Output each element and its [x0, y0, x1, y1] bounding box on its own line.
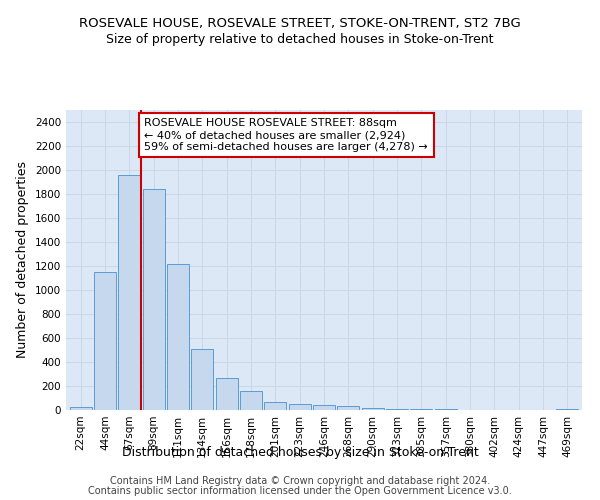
- Bar: [289, 404, 311, 410]
- Bar: [410, 409, 433, 410]
- Y-axis label: Number of detached properties: Number of detached properties: [16, 162, 29, 358]
- Text: Contains HM Land Registry data © Crown copyright and database right 2024.: Contains HM Land Registry data © Crown c…: [110, 476, 490, 486]
- Text: ROSEVALE HOUSE, ROSEVALE STREET, STOKE-ON-TRENT, ST2 7BG: ROSEVALE HOUSE, ROSEVALE STREET, STOKE-O…: [79, 18, 521, 30]
- Bar: [143, 189, 164, 410]
- Bar: [94, 272, 116, 410]
- Text: Size of property relative to detached houses in Stoke-on-Trent: Size of property relative to detached ho…: [106, 32, 494, 46]
- Bar: [118, 175, 140, 410]
- Bar: [313, 405, 335, 410]
- Bar: [240, 392, 262, 410]
- Bar: [167, 264, 189, 410]
- Bar: [265, 402, 286, 410]
- Bar: [362, 408, 383, 410]
- Bar: [215, 378, 238, 410]
- Text: Contains public sector information licensed under the Open Government Licence v3: Contains public sector information licen…: [88, 486, 512, 496]
- Bar: [70, 407, 92, 410]
- Bar: [386, 408, 408, 410]
- Bar: [191, 349, 213, 410]
- Text: ROSEVALE HOUSE ROSEVALE STREET: 88sqm
← 40% of detached houses are smaller (2,92: ROSEVALE HOUSE ROSEVALE STREET: 88sqm ← …: [145, 118, 428, 152]
- Text: Distribution of detached houses by size in Stoke-on-Trent: Distribution of detached houses by size …: [122, 446, 478, 459]
- Bar: [337, 406, 359, 410]
- Bar: [556, 408, 578, 410]
